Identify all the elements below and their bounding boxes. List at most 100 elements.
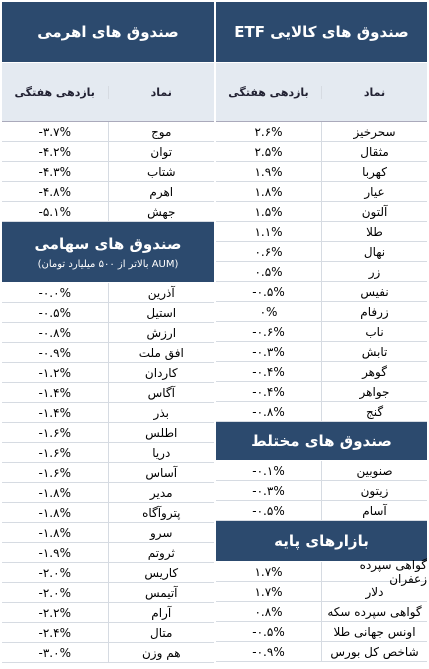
table-row: ۲.۵% مثقال: [216, 142, 427, 162]
fund-symbol: موج: [151, 124, 172, 139]
table-row: -۲.۰% کاریس: [2, 563, 214, 583]
section-title-text: صندوق های سهامی: [34, 234, 182, 253]
weekly-return: ۱.۸%: [216, 182, 322, 201]
table-row: -۱.۲% کاردان: [2, 363, 214, 383]
table-row: -۲.۲% آرام: [2, 603, 214, 623]
weekly-return: -۴.۳%: [2, 162, 109, 181]
section-title: بازارهای پایه: [216, 521, 427, 562]
fund-symbol: استیل: [146, 305, 177, 320]
right-column: صندوق های کالایی ETF بازدهی هفتگی نماد ۲.۶%…: [216, 2, 427, 662]
weekly-return: -۲.۲%: [2, 603, 109, 622]
table-row: -۳.۰% هم وزن: [2, 643, 214, 663]
table-row: -۲.۰% آتیمس: [2, 583, 214, 603]
weekly-return: -۱.۴%: [2, 383, 109, 402]
fund-symbol: مدیر: [149, 485, 173, 500]
fund-symbol: متال: [150, 625, 173, 640]
fund-symbol: عیار: [364, 184, 385, 199]
table-row: -۱.۸% پتروآگاه: [2, 503, 214, 523]
weekly-return: -۳.۰%: [2, 643, 109, 662]
fund-symbol: جهش: [147, 204, 176, 219]
table-row: -۵.۱% جهش: [2, 202, 214, 222]
table-row: ۱.۹% کهربا: [216, 162, 427, 182]
weekly-return: ۲.۶%: [216, 122, 322, 141]
weekly-return: -۴.۲%: [2, 142, 109, 161]
table-row: -۱.۹% ثروتم: [2, 543, 214, 563]
fund-symbol: آلتون: [361, 204, 388, 219]
weekly-return: -۱.۴%: [2, 403, 109, 422]
fund-symbol: گنج: [365, 404, 384, 419]
table-row: -۱.۸% مدیر: [2, 483, 214, 503]
weekly-return: ۰%: [216, 302, 322, 321]
weekly-return: ۰.۸%: [216, 602, 322, 621]
fund-symbol: ثروتم: [147, 545, 175, 560]
section-title-text: بازارهای پایه: [274, 532, 369, 550]
weekly-return: -۰.۵%: [216, 501, 322, 520]
fund-symbol: آتیمس: [144, 585, 178, 600]
weekly-return: -۵.۱%: [2, 202, 109, 221]
table-row: -۰.۰% آذرین: [2, 283, 214, 303]
weekly-return: -۰.۹%: [2, 343, 109, 362]
fund-symbol: زر: [368, 264, 381, 279]
fund-symbol: ارزش: [146, 325, 177, 340]
weekly-return: -۰.۴%: [216, 362, 322, 381]
table-row: ۱.۷% گواهی سپرده زعفران: [216, 557, 427, 586]
fund-symbol: گواهی سپرده زعفران: [359, 557, 427, 586]
fund-symbol: جواهر: [359, 384, 390, 399]
table-row: -۰.۱% صنوبین: [216, 461, 427, 481]
table-row: ۰.۶% نهال: [216, 242, 427, 262]
table-row: -۰.۹% افق ملت: [2, 343, 214, 363]
fund-symbol: سرو: [150, 525, 173, 540]
table-row: -۱.۶% دریا: [2, 443, 214, 463]
fund-symbol: آساس: [145, 465, 178, 480]
fund-symbol: نفیس: [360, 284, 389, 299]
weekly-return: -۰.۳%: [216, 481, 322, 500]
fund-symbol: کهربا: [362, 164, 387, 179]
table-row: -۰.۳% زیتون: [216, 481, 427, 501]
table-row: ۱.۷% دلار: [216, 582, 427, 602]
header-return: بازدهی هفتگی: [216, 85, 322, 99]
weekly-return: -۰.۶%: [216, 322, 322, 341]
fund-symbol: هم وزن: [141, 645, 181, 660]
table-row: ۰.۸% گواهی سپرده سکه: [216, 602, 427, 622]
table-row: ۰% زرفام: [216, 302, 427, 322]
weekly-return: ۱.۹%: [216, 162, 322, 181]
fund-symbol: افق ملت: [138, 345, 184, 360]
fund-symbol: آگاس: [147, 385, 175, 400]
left-column: صندوق های اهرمی بازدهی هفتگی نماد -۳.۷% موج -…: [2, 2, 214, 663]
fund-symbol: اهرم: [149, 184, 174, 199]
table-row: ۲.۶% سحرخیز: [216, 122, 427, 142]
fund-symbol: صنوبین: [356, 463, 393, 478]
fund-symbol: طلا: [366, 224, 383, 239]
weekly-return: -۱.۸%: [2, 523, 109, 542]
section-title: صندوق های کالایی ETF: [216, 2, 427, 63]
section-title-text: صندوق های کالایی ETF: [234, 23, 409, 41]
weekly-return: ۰.۶%: [216, 242, 322, 261]
table-row: -۰.۸% ارزش: [2, 323, 214, 343]
table-row: -۲.۴% متال: [2, 623, 214, 643]
fund-symbol: کاریس: [144, 565, 179, 580]
weekly-return: -۳.۷%: [2, 122, 109, 141]
fund-symbol: شتاب: [146, 164, 176, 179]
fund-symbol: سحرخیز: [353, 124, 396, 139]
table-row: -۰.۹% شاخص کل بورس: [216, 642, 427, 662]
column-header: بازدهی هفتگی نماد: [216, 63, 427, 122]
fund-symbol: نهال: [363, 244, 386, 259]
weekly-return: -۰.۳%: [216, 342, 322, 361]
weekly-return: -۱.۶%: [2, 463, 109, 482]
section-title: صندوق های اهرمی: [2, 2, 214, 63]
fund-symbol: ناب: [365, 324, 384, 339]
weekly-return: -۰.۴%: [216, 382, 322, 401]
fund-symbol: آذرین: [147, 285, 175, 300]
weekly-return: -۴.۸%: [2, 182, 109, 201]
weekly-return: -۲.۴%: [2, 623, 109, 642]
fund-symbol: دلار: [365, 584, 384, 599]
weekly-return: -۱.۹%: [2, 543, 109, 562]
weekly-return: -۰.۸%: [216, 402, 322, 421]
weekly-return: ۱.۵%: [216, 202, 322, 221]
table-row: -۱.۴% آگاس: [2, 383, 214, 403]
table-row: -۰.۶% ناب: [216, 322, 427, 342]
table-row: -۴.۳% شتاب: [2, 162, 214, 182]
table-row: -۳.۷% موج: [2, 122, 214, 142]
weekly-return: -۰.۸%: [2, 323, 109, 342]
weekly-return: -۱.۶%: [2, 423, 109, 442]
